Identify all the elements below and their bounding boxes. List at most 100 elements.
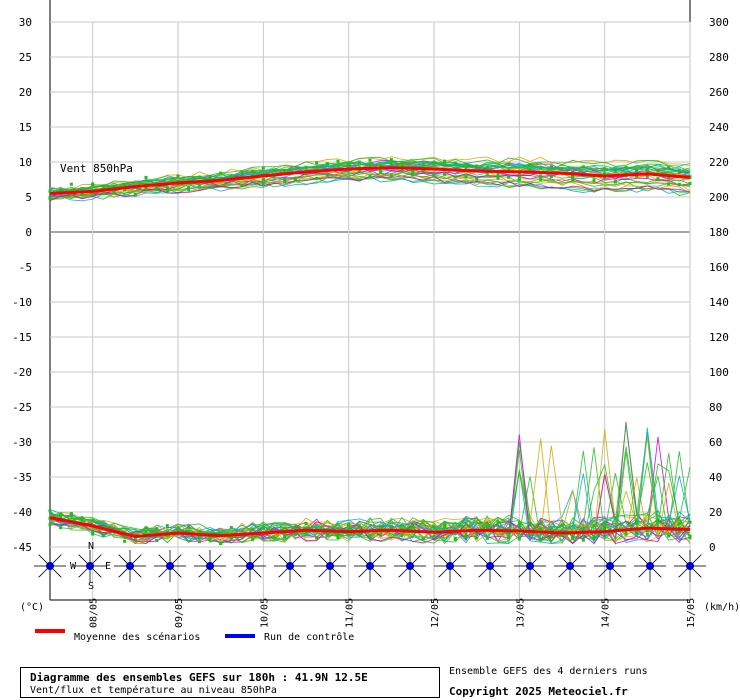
ensemble-marker (165, 187, 169, 191)
ensemble-marker (272, 169, 276, 173)
ensemble-marker (421, 162, 425, 166)
y-tick-right: 220 (709, 156, 729, 169)
ensemble-marker (603, 167, 607, 171)
ensemble-marker (165, 530, 169, 534)
ensemble-marker (411, 172, 415, 176)
ensemble-marker (517, 176, 521, 180)
ensemble-marker (144, 186, 148, 190)
y-tick-left: 10 (19, 156, 32, 169)
ensemble-marker (453, 167, 457, 171)
y-tick-left: 5 (25, 191, 32, 204)
ensemble-marker (400, 161, 404, 165)
ensemble-marker (592, 534, 596, 538)
ensemble-marker (293, 526, 297, 530)
ensemble-marker (357, 169, 361, 173)
wind-arrow (406, 562, 414, 570)
ensemble-marker (517, 171, 521, 175)
ensemble-marker (59, 193, 63, 197)
ensemble-marker (123, 539, 127, 543)
ensemble-marker (496, 176, 500, 180)
ensemble-marker (528, 167, 532, 171)
ensemble-marker (645, 532, 649, 536)
ensemble-marker (549, 165, 553, 169)
ensemble-marker (581, 529, 585, 533)
ensemble-marker (635, 531, 639, 535)
ensemble-marker (667, 524, 671, 528)
wind-arrow (166, 562, 174, 570)
ensemble-member-temp (49, 427, 691, 541)
ensemble-marker (251, 527, 255, 531)
ensemble-marker (443, 172, 447, 176)
wind-arrow (646, 562, 654, 570)
mean-line-wind (49, 166, 691, 195)
ensemble-marker (91, 532, 95, 536)
ensemble-marker (464, 166, 468, 170)
ensemble-marker (80, 188, 84, 192)
y-tick-left: 25 (19, 51, 32, 64)
ensemble-marker (528, 533, 532, 537)
ensemble-marker (539, 527, 543, 531)
panel-label: Vent 850hPa (60, 162, 133, 175)
ensemble-marker (677, 522, 681, 526)
ensemble-member-wind (49, 166, 691, 197)
wind-arrow (686, 562, 694, 570)
ensemble-marker (507, 527, 511, 531)
ensemble-marker (293, 532, 297, 536)
ensemble-marker (336, 531, 340, 535)
ensemble-marker (197, 540, 201, 544)
ensemble-marker (219, 532, 223, 536)
legend-control-swatch (225, 634, 255, 638)
y-tick-right: 260 (709, 86, 729, 99)
ensemble-marker (539, 174, 543, 178)
ensemble-marker (443, 521, 447, 525)
ensemble-marker (603, 527, 607, 531)
ensemble-marker (443, 525, 447, 529)
ensemble-marker (528, 163, 532, 167)
ensemble-marker (155, 181, 159, 185)
ensemble-marker (485, 536, 489, 540)
ensemble-marker (229, 526, 233, 530)
wind-rose (434, 550, 466, 582)
ensemble-marker (560, 523, 564, 527)
ensemble-marker (688, 534, 692, 538)
unit-left: (°C) (20, 602, 44, 613)
y-tick-left: 15 (19, 121, 32, 134)
ensemble-marker (283, 535, 287, 539)
ensemble-marker (165, 524, 169, 528)
ensemble-marker (240, 183, 244, 187)
ensemble-marker (304, 530, 308, 534)
ensemble-marker (677, 168, 681, 172)
ensemble-marker (336, 534, 340, 538)
ensemble-marker (325, 527, 329, 531)
ensemble-marker (400, 523, 404, 527)
wind-rose (354, 550, 386, 582)
ensemble-marker (581, 165, 585, 169)
date-label: 13/05 (515, 598, 526, 628)
wind-arrow (326, 562, 334, 570)
ensemble-marker (475, 536, 479, 540)
ensemble-marker (69, 193, 73, 197)
ensemble-marker (101, 534, 105, 538)
ensemble-marker (187, 178, 191, 182)
ensemble-marker (507, 536, 511, 540)
ensemble-marker (592, 536, 596, 540)
ensemble-marker (144, 175, 148, 179)
ensemble-marker (400, 168, 404, 172)
ensemble-marker (571, 175, 575, 179)
ensemble-marker (453, 531, 457, 535)
ensemble-marker (347, 528, 351, 532)
ensemble-marker (464, 175, 468, 179)
ensemble-marker (229, 175, 233, 179)
ensemble-marker (69, 512, 73, 516)
ensemble-marker (155, 187, 159, 191)
ensemble-member-wind (49, 157, 691, 191)
wind-rose (234, 550, 266, 582)
ensemble-marker (80, 516, 84, 520)
wind-rose (314, 550, 346, 582)
ensemble-marker (592, 179, 596, 183)
date-label: 08/05 (89, 598, 100, 628)
ensemble-marker (528, 522, 532, 526)
ensemble-marker (357, 524, 361, 528)
ensemble-marker (197, 536, 201, 540)
ensemble-marker (485, 526, 489, 530)
